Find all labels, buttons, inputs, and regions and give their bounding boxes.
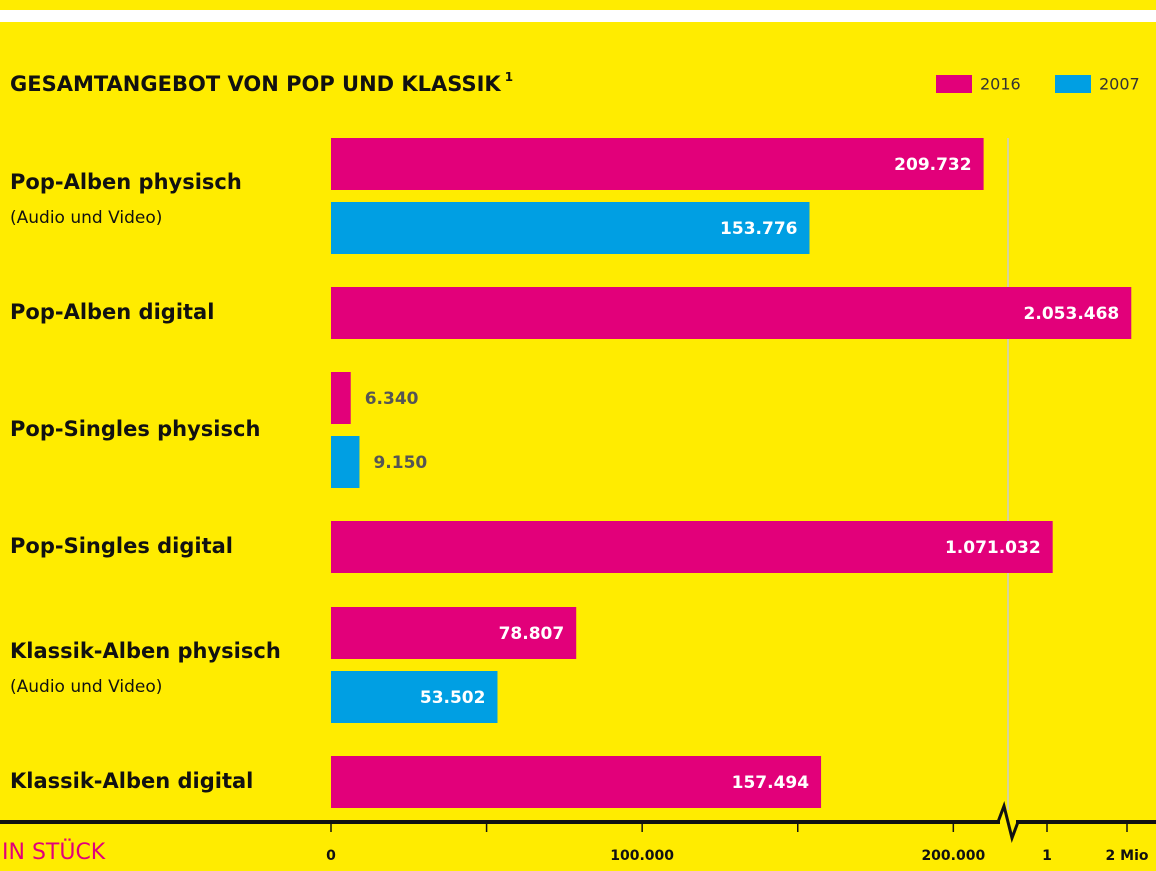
- category-label: Pop-Alben physisch: [10, 170, 242, 194]
- x-tick-label: 0: [326, 848, 336, 864]
- x-axis-label: IN STÜCK: [2, 839, 106, 865]
- category-label: Pop-Singles digital: [10, 534, 233, 558]
- value-label: 1.071.032: [945, 538, 1041, 558]
- legend-swatch: [936, 75, 972, 93]
- axis-break: [996, 800, 1020, 844]
- x-tick-label: 200.000: [921, 848, 985, 864]
- category-note: (Audio und Video): [10, 208, 162, 228]
- value-label: 2.053.468: [1024, 304, 1120, 324]
- bar: [331, 287, 1132, 339]
- x-tick-label: 1: [1042, 848, 1052, 864]
- bar: [331, 138, 984, 190]
- top-band: [0, 10, 1156, 22]
- category-note: (Audio und Video): [10, 677, 162, 697]
- x-tick-label: 2 Mio: [1106, 848, 1149, 864]
- category-label: Klassik-Alben digital: [10, 769, 253, 793]
- value-label: 9.150: [373, 453, 427, 473]
- title-note: 1: [505, 70, 513, 84]
- bar: [331, 756, 822, 808]
- value-label: 157.494: [732, 773, 810, 793]
- value-label: 78.807: [499, 624, 565, 644]
- legend-label: 2007: [1099, 75, 1140, 94]
- title-text: GESAMTANGEBOT VON POP UND KLASSIK: [10, 72, 501, 96]
- bar: [331, 521, 1053, 573]
- x-tick-label: 100.000: [610, 848, 674, 864]
- category-label: Pop-Alben digital: [10, 300, 214, 324]
- legend-label: 2016: [980, 75, 1021, 94]
- bar: [331, 607, 577, 659]
- bar: [331, 436, 360, 488]
- bar: [331, 202, 810, 254]
- category-label: Klassik-Alben physisch: [10, 639, 281, 663]
- bar: [331, 372, 351, 424]
- chart-title: GESAMTANGEBOT VON POP UND KLASSIK 1: [10, 70, 513, 97]
- value-label: 53.502: [420, 688, 486, 708]
- legend-swatch: [1055, 75, 1091, 93]
- bar: [331, 671, 498, 723]
- value-label: 153.776: [720, 219, 797, 239]
- category-label: Pop-Singles physisch: [10, 417, 260, 441]
- value-label: 6.340: [365, 389, 419, 409]
- value-label: 209.732: [894, 155, 971, 175]
